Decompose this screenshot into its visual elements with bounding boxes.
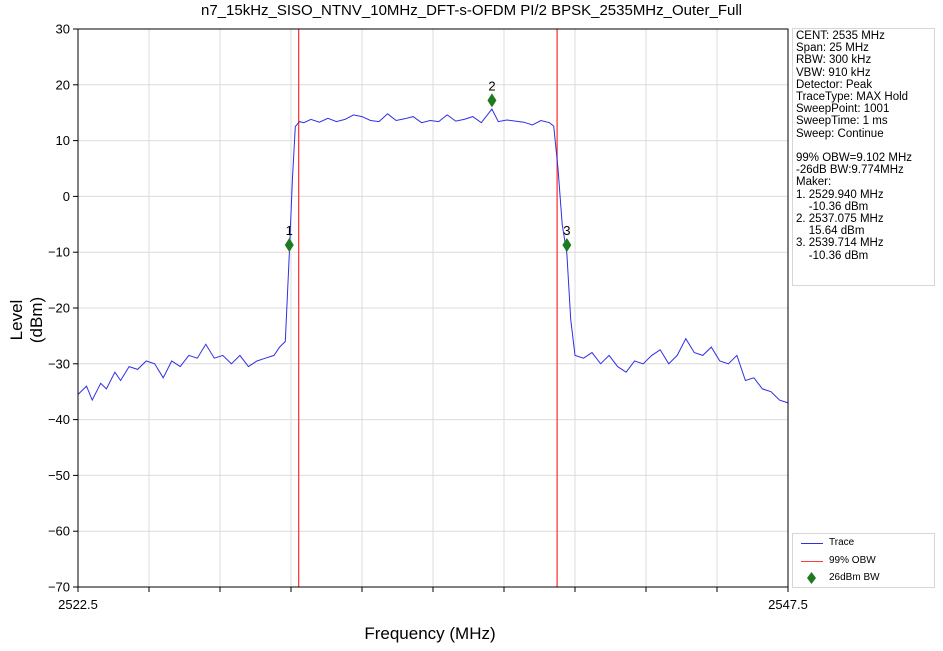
axis-ticks: 30 20 10 0 −10 −20 −30 −40 −50 −60 −70 2522.5 2547.5 xyxy=(48,22,808,613)
info-line: VBW: 910 kHz xyxy=(796,66,871,79)
info-line: Sweep: Continue xyxy=(796,127,884,140)
info-line: SweepTime: 1 ms xyxy=(796,115,888,128)
legend-item-trace: Trace xyxy=(793,535,934,551)
trace-line xyxy=(77,108,789,404)
info-line: -26dB BW:9.774MHz xyxy=(796,164,904,177)
marker-label: 3 xyxy=(563,223,570,238)
info-line: 99% OBW=9.102 MHz xyxy=(796,152,913,165)
info-line: Maker: xyxy=(796,176,832,189)
x-axis-label: Frequency (MHz) xyxy=(364,624,496,643)
info-line: -10.36 dBm xyxy=(796,200,869,213)
measurement-info-panel: CENT: 2535 MHz Span: 25 MHz RBW: 300 kHz VB… xyxy=(792,28,935,286)
y-axis-label: Level (dBm) xyxy=(7,296,46,344)
y-tick-label: −30 xyxy=(48,356,70,371)
chart-title: n7_15kHz_SISO_NTNV_10MHz_DFT-s-OFDM PI/2… xyxy=(200,2,743,19)
y-tick-label: 0 xyxy=(63,189,70,204)
legend-item-marker: 26dBm BW xyxy=(793,570,934,586)
legend-trace-swatch xyxy=(801,543,823,544)
marker-point xyxy=(487,93,497,108)
markers: 1 2 3 xyxy=(284,78,572,252)
info-line: 2. 2537.075 MHz xyxy=(796,213,884,226)
y-tick-label: −20 xyxy=(48,301,70,316)
info-line: CENT: 2535 MHz xyxy=(796,30,885,42)
x-tick-label: 2522.5 xyxy=(58,597,98,612)
y-tick-label: 20 xyxy=(56,77,70,92)
marker-label: 2 xyxy=(488,78,495,93)
grid xyxy=(78,29,788,587)
y-tick-label: 10 xyxy=(56,133,70,148)
y-tick-label: −10 xyxy=(48,245,70,260)
marker-label: 1 xyxy=(286,223,293,238)
info-line: RBW: 300 kHz xyxy=(796,54,872,67)
legend-trace-label: Trace xyxy=(829,537,855,548)
legend: Trace 99% OBW 26dBm BW xyxy=(792,533,935,588)
x-tick-label: 2547.5 xyxy=(768,597,808,612)
info-line: Detector: Peak xyxy=(796,78,873,91)
marker-point xyxy=(562,237,572,252)
info-line: -10.36 dBm xyxy=(796,249,869,262)
y-tick-label: −70 xyxy=(48,580,70,595)
info-line: SweepPoint: 1001 xyxy=(796,103,890,116)
info-line: Span: 25 MHz xyxy=(796,42,869,55)
legend-obw-label: 99% OBW xyxy=(829,555,876,566)
legend-item-obw: 99% OBW xyxy=(793,553,934,569)
y-tick-label: −40 xyxy=(48,412,70,427)
y-tick-label: 30 xyxy=(56,22,70,37)
info-line: 1. 2529.940 MHz xyxy=(796,188,884,201)
diamond-icon xyxy=(807,572,816,584)
y-tick-label: −60 xyxy=(48,524,70,539)
legend-obw-swatch xyxy=(801,561,823,562)
info-line: 3. 2539.714 MHz xyxy=(796,237,884,250)
legend-marker-label: 26dBm BW xyxy=(829,572,880,583)
info-line: 15.64 dBm xyxy=(796,225,865,238)
marker-point xyxy=(284,237,294,252)
info-line: TraceType: MAX Hold xyxy=(796,91,909,104)
info-line xyxy=(796,140,931,152)
y-tick-label: −50 xyxy=(48,468,70,483)
